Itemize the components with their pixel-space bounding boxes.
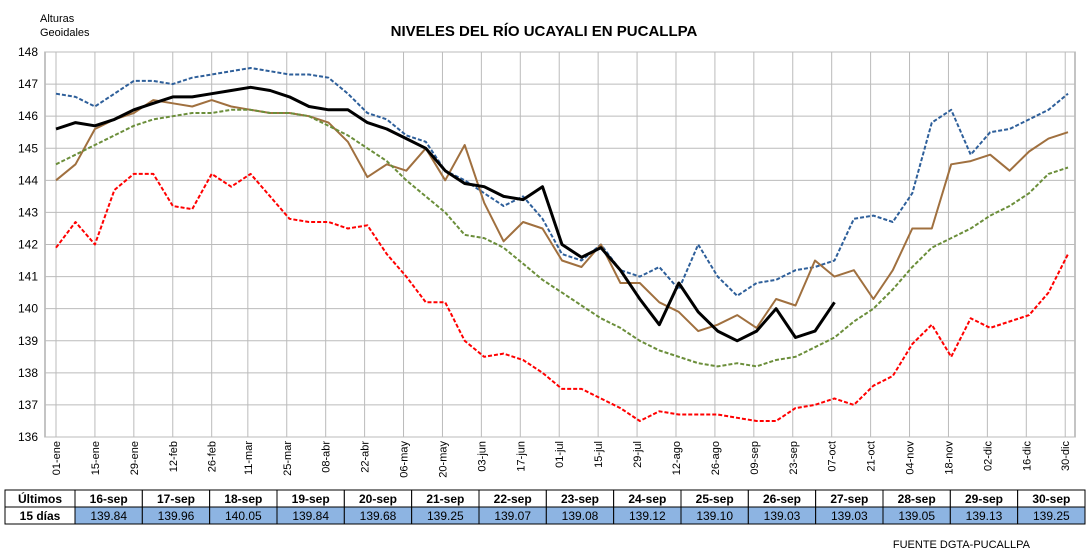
table-date: 19-sep <box>292 492 330 506</box>
series-line <box>55 172 1069 422</box>
y-tick-label: 146 <box>18 109 38 123</box>
y-tick-label: 139 <box>18 334 38 348</box>
table-value: 139.96 <box>158 509 195 523</box>
y-tick-label: 144 <box>18 173 38 187</box>
source: FUENTE DGTA-PUCALLPA <box>893 539 1031 551</box>
table-value: 140.05 <box>225 509 262 523</box>
x-tick-label: 18-nov <box>943 441 955 475</box>
table-date: 29-sep <box>965 492 1003 506</box>
x-tick-label: 08-abr <box>321 441 333 473</box>
table-date: 27-sep <box>830 492 868 506</box>
table-date: 23-sep <box>561 492 599 506</box>
table-date: 18-sep <box>224 492 262 506</box>
y-tick-label: 142 <box>18 238 38 252</box>
y-tick-label: 148 <box>18 45 38 59</box>
series-line <box>55 85 836 343</box>
x-tick-label: 16-dic <box>1021 441 1033 471</box>
row-label: Últimos <box>18 491 62 506</box>
x-tick-label: 09-sep <box>749 441 761 475</box>
x-tick-label: 20-may <box>437 441 449 478</box>
table-value: 139.25 <box>427 509 464 523</box>
y-tick-label: 145 <box>18 141 38 155</box>
table-date: 17-sep <box>157 492 195 506</box>
table-date: 22-sep <box>494 492 532 506</box>
table-date: 26-sep <box>763 492 801 506</box>
x-tick-label: 06-may <box>399 441 411 478</box>
table-date: 28-sep <box>898 492 936 506</box>
x-tick-label: 07-oct <box>827 441 839 472</box>
row-label: 15 días <box>20 509 61 523</box>
x-tick-label: 15-ene <box>90 441 102 475</box>
y-tick-label: 143 <box>18 205 38 219</box>
x-tick-label: 23-sep <box>788 441 800 475</box>
table-value: 139.84 <box>292 509 329 523</box>
table-value: 139.07 <box>494 509 531 523</box>
y-tick-label: 140 <box>18 302 38 316</box>
chart-title: NIVELES DEL RÍO UCAYALI EN PUCALLPA <box>391 23 698 40</box>
table-value: 139.03 <box>831 509 868 523</box>
y-tick-label: 136 <box>18 430 38 444</box>
table-value: 139.10 <box>696 509 733 523</box>
table-date: 24-sep <box>628 492 666 506</box>
x-tick-label: 29-jul <box>632 441 644 468</box>
table-value: 139.12 <box>629 509 666 523</box>
x-tick-label: 29-ene <box>129 441 141 475</box>
y-axis-label: Alturas <box>40 13 75 25</box>
x-tick-label: 02-dic <box>982 441 994 471</box>
table-value: 139.05 <box>898 509 935 523</box>
x-tick-label: 26-feb <box>207 441 219 472</box>
x-tick-label: 22-abr <box>360 441 372 473</box>
x-tick-label: 11-mar <box>243 441 255 475</box>
table-date: 16-sep <box>90 492 128 506</box>
x-tick-label: 17-jun <box>515 441 527 472</box>
series-line <box>55 99 1069 333</box>
y-axis-label: Geoidales <box>40 27 90 39</box>
table-value: 139.13 <box>966 509 1003 523</box>
x-tick-label: 01-ene <box>51 441 63 475</box>
x-tick-label: 25-mar <box>282 441 294 476</box>
table-value: 139.68 <box>360 509 397 523</box>
value-cell <box>1017 506 1086 525</box>
series-line <box>55 108 1069 368</box>
y-tick-label: 138 <box>18 366 38 380</box>
x-tick-label: 03-jun <box>476 441 488 472</box>
table-value: 139.08 <box>562 509 599 523</box>
x-tick-label: 30-dic <box>1060 441 1072 471</box>
table-date: 20-sep <box>359 492 397 506</box>
y-tick-label: 147 <box>18 77 38 91</box>
table-value: 139.25 <box>1033 509 1070 523</box>
table-value: 139.03 <box>764 509 801 523</box>
x-tick-label: 21-oct <box>866 441 878 472</box>
table-date: 21-sep <box>426 492 464 506</box>
table-date: 25-sep <box>696 492 734 506</box>
y-tick-label: 137 <box>18 398 38 412</box>
series-line <box>55 67 1069 297</box>
x-tick-label: 12-ago <box>671 441 683 475</box>
x-tick-label: 26-ago <box>710 441 722 475</box>
x-tick-label: 15-jul <box>593 441 605 468</box>
table-date: 30-sep <box>1032 492 1070 506</box>
x-tick-label: 04-nov <box>905 441 917 475</box>
table-value: 139.84 <box>90 509 127 523</box>
x-tick-label: 01-jul <box>554 441 566 468</box>
y-tick-label: 141 <box>18 270 38 284</box>
x-tick-label: 12-feb <box>168 441 180 472</box>
